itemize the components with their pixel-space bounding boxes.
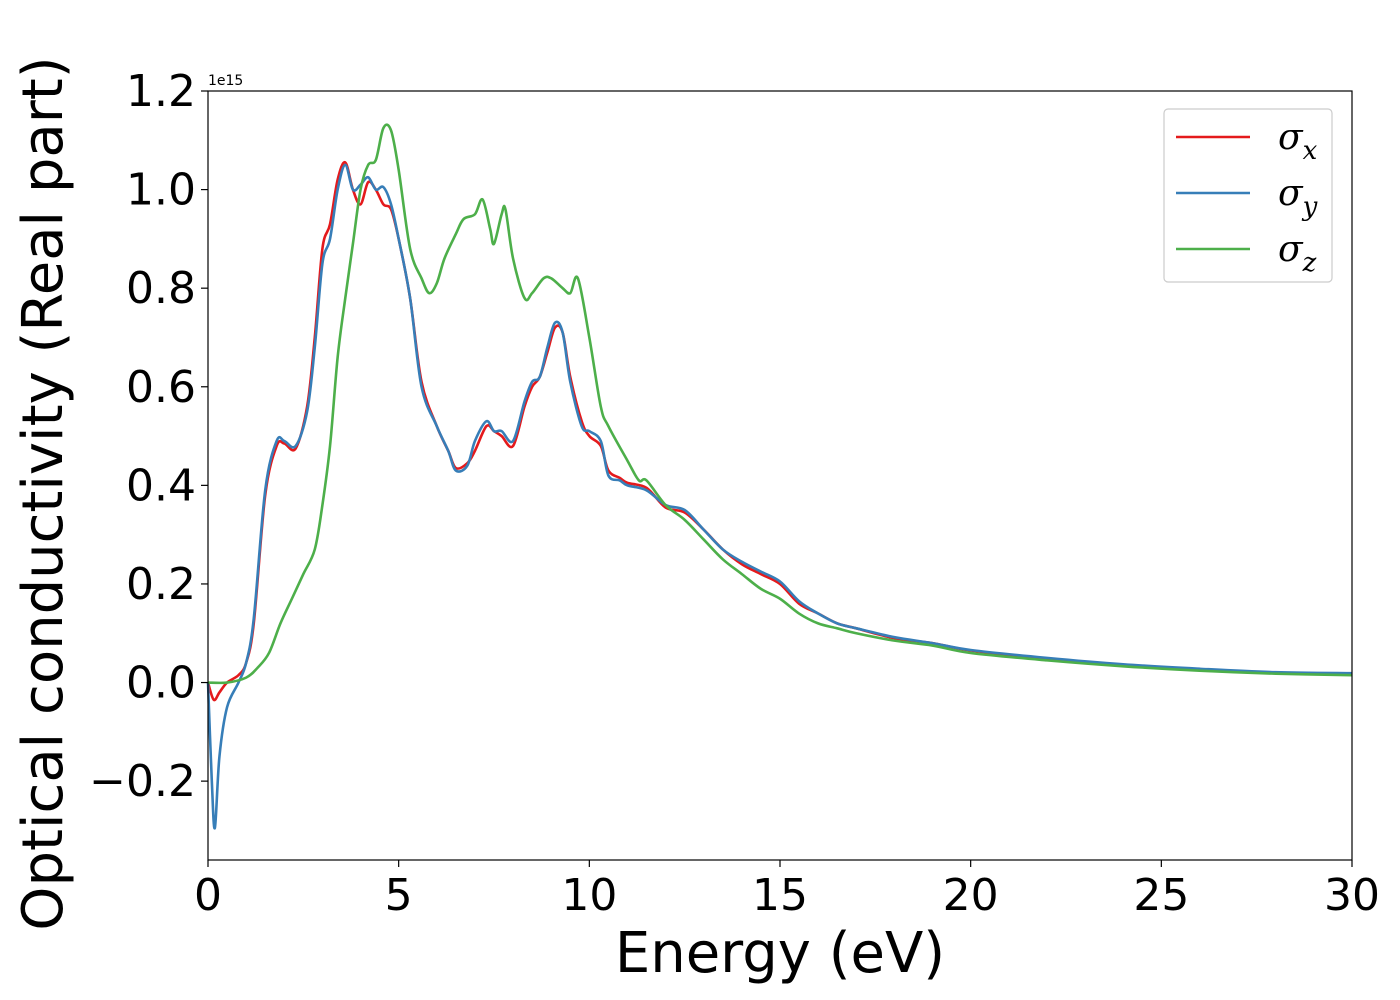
x-tick-label: 5 — [385, 870, 413, 921]
y-tick-label: 0.2 — [126, 559, 196, 610]
legend-box — [1163, 108, 1333, 283]
legend-symbol: σ — [1278, 229, 1304, 270]
x-tick-label: 20 — [943, 870, 999, 921]
x-tick-label: 15 — [752, 870, 808, 921]
y-tick-label: 0.6 — [126, 362, 196, 413]
y-tick-label: 1.0 — [126, 165, 196, 216]
y-axis-label: Optical conductivity (Real part) — [11, 56, 76, 930]
legend-subscript: x — [1303, 136, 1318, 166]
y-tick-label: 0.4 — [126, 460, 196, 511]
y-offset-text: 1e15 — [208, 73, 243, 89]
legend-label-x: σx — [1278, 117, 1318, 166]
y-axis: −0.2 0.0 0.2 0.4 0.6 0.8 1.0 1.2 — [89, 66, 208, 807]
y-tick-label: 1.2 — [126, 66, 196, 117]
y-tick-label: −0.2 — [89, 756, 196, 807]
legend-subscript: z — [1302, 248, 1317, 278]
series-line-y — [206, 163, 1353, 830]
y-tick-label: 0.8 — [126, 263, 196, 314]
legend-symbol: σ — [1278, 117, 1304, 158]
x-tick-label: 10 — [561, 870, 617, 921]
x-tick-label: 25 — [1133, 870, 1189, 921]
legend-label-z: σz — [1278, 229, 1317, 278]
x-axis-label: Energy (eV) — [615, 921, 945, 986]
series-line-z — [207, 123, 1353, 685]
legend-label-y: σy — [1278, 173, 1318, 222]
y-tick-label: 0.0 — [126, 658, 196, 709]
x-tick-label: 0 — [194, 870, 222, 921]
x-tick-label: 30 — [1324, 870, 1380, 921]
legend-subscript: y — [1302, 192, 1318, 222]
series-layer — [206, 123, 1353, 830]
x-axis: 0 5 10 15 20 25 30 — [194, 860, 1380, 921]
legend-symbol: σ — [1278, 173, 1304, 214]
